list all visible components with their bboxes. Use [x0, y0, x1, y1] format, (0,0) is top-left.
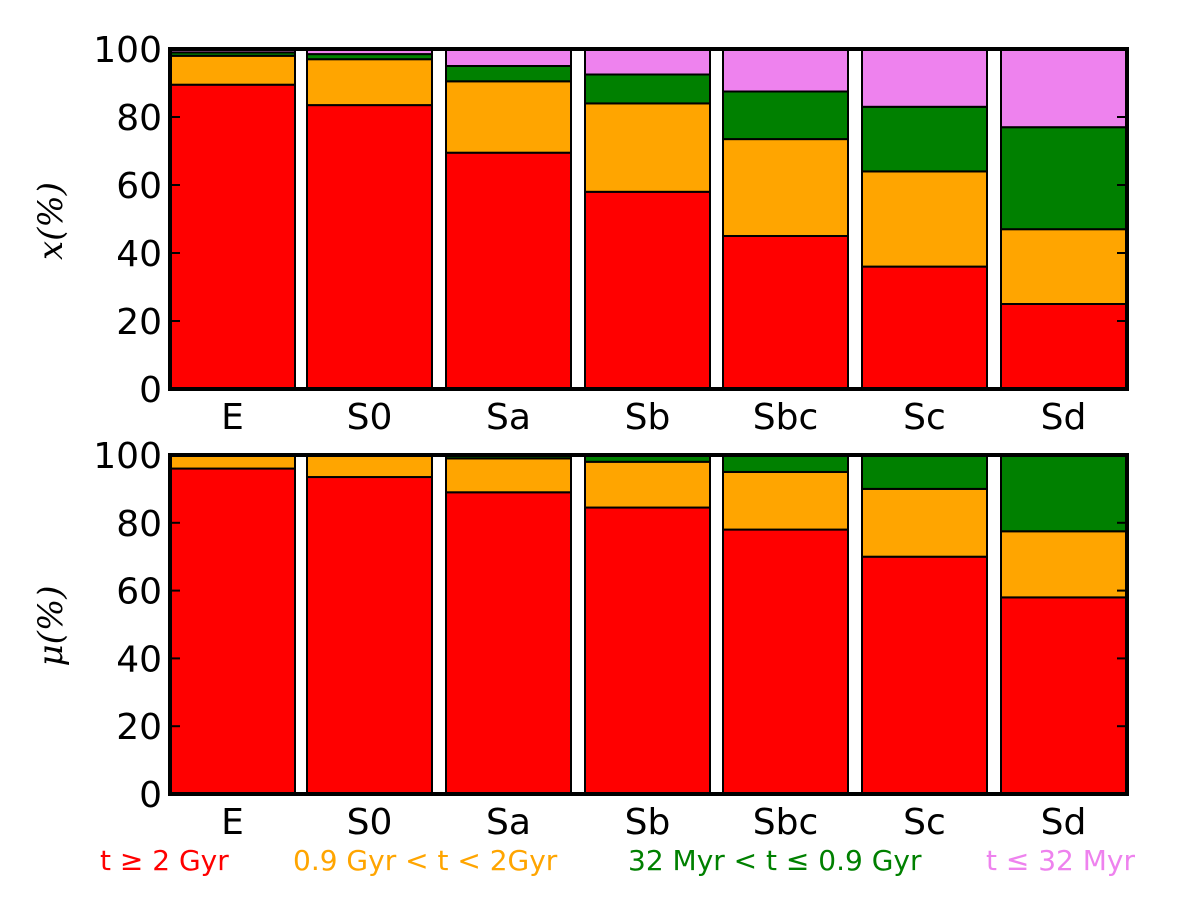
bar-top-e-series-0 [169, 83, 296, 390]
bar-bottom-sd-series-0 [1000, 596, 1127, 795]
x-tick-label-top-s0: S0 [347, 397, 393, 438]
bar-top-sbc-series-2 [722, 90, 849, 141]
bar-bottom-sc-series-2 [861, 454, 988, 490]
bar-top-sc-series-0 [861, 265, 988, 391]
bar-top-sd-series-3 [1000, 48, 1127, 129]
bar-top-sc-series-1 [861, 170, 988, 268]
bar-bottom-sd-series-2 [1000, 454, 1127, 533]
bar-bottom-sbc-series-0 [722, 528, 849, 796]
bar-bottom-sd-series-1 [1000, 530, 1127, 599]
y-axis-label-bottom: μ(%) [31, 586, 71, 667]
bar-bottom-s0-series-1 [306, 454, 433, 479]
bar-bottom-sbc-series-1 [722, 470, 849, 531]
bar-bottom-s0-series-0 [306, 476, 433, 795]
x-tick-label-top-e: E [221, 397, 244, 438]
bar-top-e-series-1 [169, 54, 296, 86]
top-panel-x-percent: E S0 Sa Sb Sbc Sc Sd 0 20 40 60 80 100 x(%) [31, 30, 1129, 438]
bar-top-sd-series-0 [1000, 303, 1127, 390]
bar-top-sbc-series-1 [722, 138, 849, 238]
y-tick-label-bottom-20: 20 [116, 707, 162, 748]
y-tick-label-bottom-0: 0 [139, 775, 162, 816]
bar-top-sd-series-1 [1000, 228, 1127, 305]
y-tick-label-top-40: 40 [116, 234, 162, 275]
y-tick-label-bottom-100: 100 [93, 436, 162, 477]
y-tick-label-bottom-60: 60 [116, 572, 162, 613]
y-tick-label-top-60: 60 [116, 166, 162, 207]
x-tick-label-bottom-sb: Sb [625, 802, 671, 843]
bar-top-sb-series-3 [584, 48, 711, 76]
bar-bottom-sbc-series-2 [722, 454, 849, 473]
x-tick-label-bottom-sa: Sa [486, 802, 531, 843]
bar-top-sbc-series-3 [722, 48, 849, 93]
bar-top-sd-series-2 [1000, 126, 1127, 231]
bar-top-sa-series-0 [445, 151, 572, 390]
bar-bottom-sa-series-1 [445, 457, 572, 494]
legend-item-very-young: t ≤ 32 Myr [986, 844, 1135, 877]
y-tick-label-top-100: 100 [93, 30, 162, 71]
bar-bottom-sc-series-0 [861, 555, 988, 796]
x-tick-label-top-sbc: Sbc [753, 397, 819, 438]
x-tick-label-top-sc: Sc [903, 397, 946, 438]
legend-item-intermediate: 0.9 Gyr < t < 2Gyr [293, 844, 558, 877]
x-tick-label-top-sd: Sd [1041, 397, 1087, 438]
bar-top-sa-series-1 [445, 80, 572, 154]
bar-top-sc-series-3 [861, 48, 988, 108]
bar-top-sb-series-1 [584, 102, 711, 193]
y-tick-label-top-20: 20 [116, 302, 162, 343]
bar-bottom-sb-series-1 [584, 460, 711, 509]
axes-frame-bottom [168, 453, 1129, 796]
bar-top-sb-series-2 [584, 73, 711, 105]
y-tick-label-bottom-80: 80 [116, 504, 162, 545]
bar-top-s0-series-0 [306, 104, 433, 390]
x-tick-label-bottom-sbc: Sbc [753, 802, 819, 843]
bar-top-sa-series-3 [445, 48, 572, 67]
axes-frame-top [168, 47, 1129, 391]
y-axis-label-top: x(%) [31, 182, 71, 260]
bar-top-s0-series-1 [306, 58, 433, 107]
y-tick-label-top-80: 80 [116, 98, 162, 139]
x-tick-label-top-sa: Sa [486, 397, 531, 438]
y-tick-label-bottom-40: 40 [116, 639, 162, 680]
legend: t ≥ 2 Gyr 0.9 Gyr < t < 2Gyr 32 Myr < t … [100, 844, 1135, 877]
bar-bottom-sa-series-0 [445, 491, 572, 795]
x-tick-label-bottom-sd: Sd [1041, 802, 1087, 843]
y-tick-label-top-0: 0 [139, 370, 162, 411]
bar-top-sbc-series-0 [722, 235, 849, 390]
x-tick-label-bottom-e: E [221, 802, 244, 843]
x-tick-label-bottom-s0: S0 [347, 802, 393, 843]
bar-top-sb-series-0 [584, 190, 711, 390]
bar-bottom-e-series-0 [169, 467, 296, 795]
x-tick-label-bottom-sc: Sc [903, 802, 946, 843]
legend-item-old: t ≥ 2 Gyr [100, 844, 229, 877]
x-tick-label-top-sb: Sb [625, 397, 671, 438]
bar-bottom-sc-series-1 [861, 487, 988, 558]
legend-item-young: 32 Myr < t ≤ 0.9 Gyr [628, 844, 922, 877]
bar-bottom-e-series-1 [169, 454, 296, 470]
bottom-panel-mu-percent: E S0 Sa Sb Sbc Sc Sd 0 20 40 60 80 100 μ(%) [31, 436, 1129, 843]
bar-top-sa-series-2 [445, 65, 572, 83]
bar-top-sc-series-2 [861, 105, 988, 173]
bar-bottom-sb-series-0 [584, 506, 711, 795]
